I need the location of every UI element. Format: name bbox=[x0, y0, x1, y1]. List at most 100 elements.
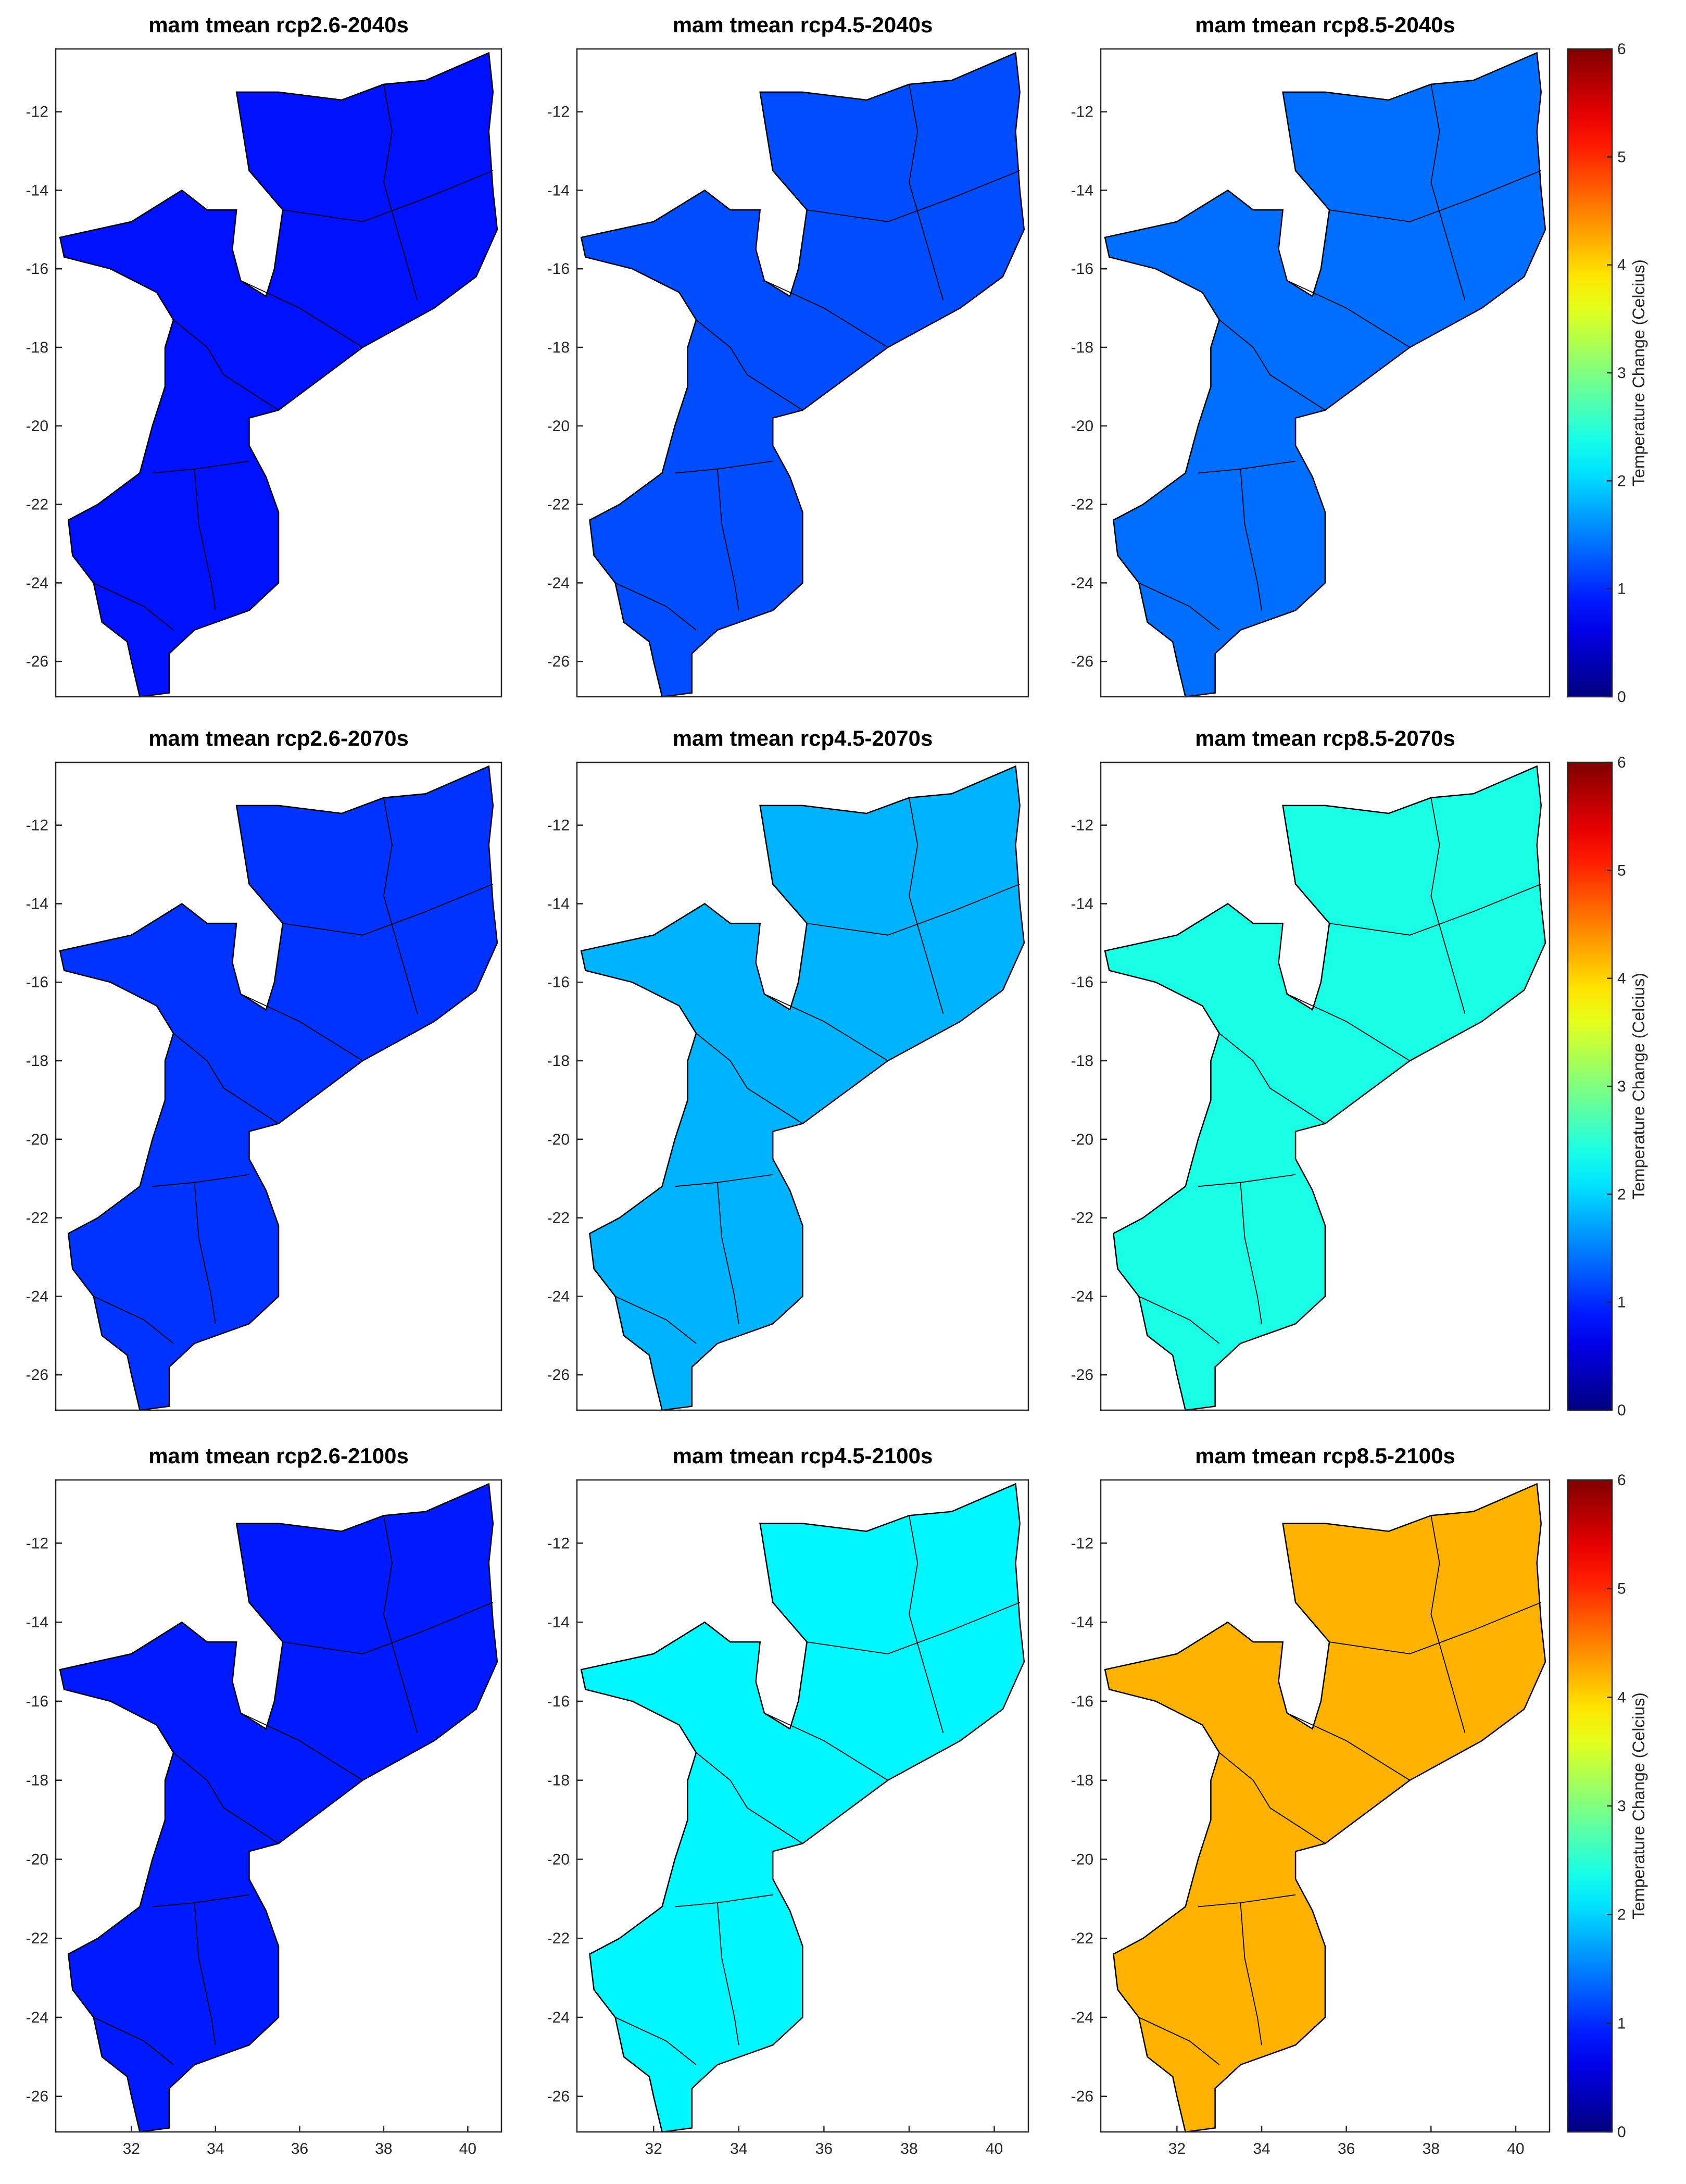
x-tick-label: 32 bbox=[1168, 2140, 1186, 2157]
y-tick-label: -20 bbox=[1071, 1851, 1093, 1868]
panel-title: mam tmean rcp4.5-2100s bbox=[673, 1444, 933, 1468]
y-tick-label: -12 bbox=[26, 104, 48, 121]
country-shape bbox=[580, 52, 1025, 698]
y-tick-label: -16 bbox=[26, 974, 48, 991]
x-tick-label: 32 bbox=[123, 2140, 140, 2157]
y-tick-label: -22 bbox=[547, 1210, 570, 1227]
axes-frame bbox=[576, 761, 1029, 1411]
province-border bbox=[282, 1602, 494, 1654]
x-tick-label: 34 bbox=[207, 2140, 224, 2157]
province-border bbox=[909, 1515, 944, 1733]
province-border bbox=[383, 84, 418, 300]
y-tick-label: -24 bbox=[1071, 2009, 1093, 2026]
colorbar-tick-label: 4 bbox=[1617, 1689, 1626, 1706]
y-tick-label: -12 bbox=[547, 1535, 570, 1552]
x-tick-label: 40 bbox=[986, 2140, 1003, 2157]
x-tick-label: 38 bbox=[900, 2140, 917, 2157]
x-tick-label: 32 bbox=[645, 2140, 662, 2157]
province-border bbox=[909, 797, 944, 1014]
colorbar-tick-label: 4 bbox=[1617, 257, 1626, 274]
y-tick-label: -16 bbox=[1071, 1693, 1093, 1710]
province-border bbox=[1430, 1515, 1466, 1733]
y-tick-label: -22 bbox=[26, 1210, 48, 1227]
province-border bbox=[764, 993, 888, 1061]
colorbar-tick-label: 2 bbox=[1617, 1186, 1626, 1203]
province-border bbox=[173, 319, 279, 411]
y-tick-label: -18 bbox=[547, 1052, 570, 1070]
province-border bbox=[696, 1752, 803, 1844]
province-border bbox=[1138, 582, 1220, 631]
x-tick-label: 38 bbox=[375, 2140, 392, 2157]
y-tick-label: -22 bbox=[26, 1930, 48, 1947]
map-panel: mam tmean rcp2.6-2100s -12 -14 -16 -18 -20 -22… bbox=[26, 1444, 502, 2157]
y-tick-label: -24 bbox=[26, 2009, 48, 2026]
y-tick-label: -26 bbox=[1071, 653, 1093, 670]
y-tick-label: -24 bbox=[547, 574, 570, 592]
panel-title: mam tmean rcp8.5-2070s bbox=[1195, 726, 1455, 750]
province-border bbox=[93, 582, 174, 631]
colorbar-tick-label: 5 bbox=[1617, 862, 1626, 879]
map-panel: mam tmean rcp2.6-2040s -12 -14 -16 -18 -20 -22… bbox=[26, 12, 502, 698]
axes-frame bbox=[55, 48, 502, 698]
x-tick-label: 36 bbox=[1338, 2140, 1355, 2157]
province-border bbox=[717, 1182, 739, 1324]
y-tick-label: -18 bbox=[1071, 339, 1093, 356]
y-tick-label: -18 bbox=[26, 339, 48, 356]
colorbar-tick-label: 0 bbox=[1617, 1402, 1626, 1419]
province-border bbox=[807, 1602, 1020, 1654]
y-tick-label: -18 bbox=[26, 1772, 48, 1789]
y-tick-label: -14 bbox=[547, 895, 570, 912]
province-border bbox=[1430, 797, 1466, 1014]
y-tick-label: -20 bbox=[547, 1851, 570, 1868]
y-tick-label: -22 bbox=[1071, 1210, 1093, 1227]
province-border bbox=[1240, 1182, 1262, 1324]
y-tick-label: -24 bbox=[547, 2009, 570, 2026]
province-border bbox=[807, 170, 1020, 222]
province-border bbox=[1329, 883, 1542, 936]
province-border bbox=[764, 1712, 888, 1781]
province-border bbox=[1219, 1033, 1326, 1124]
y-tick-label: -22 bbox=[26, 496, 48, 513]
y-tick-label: -16 bbox=[26, 1693, 48, 1710]
y-tick-label: -26 bbox=[547, 2088, 570, 2105]
colorbar-tick-label: 3 bbox=[1617, 1078, 1626, 1095]
y-tick-label: -20 bbox=[547, 418, 570, 435]
y-tick-label: -14 bbox=[26, 1614, 48, 1631]
y-tick-label: -14 bbox=[1071, 895, 1093, 912]
axes-frame bbox=[1100, 48, 1551, 698]
axes-frame bbox=[576, 1479, 1029, 2133]
province-border bbox=[194, 1182, 216, 1324]
province-border bbox=[1287, 993, 1411, 1061]
province-border bbox=[1240, 1902, 1262, 2045]
colorbar-tick-label: 2 bbox=[1617, 472, 1626, 489]
y-tick-label: -18 bbox=[1071, 1052, 1093, 1070]
province-border bbox=[173, 1752, 279, 1844]
y-tick-label: -22 bbox=[1071, 496, 1093, 513]
province-border bbox=[194, 469, 216, 611]
y-tick-label: -22 bbox=[547, 496, 570, 513]
country-shape bbox=[59, 52, 498, 698]
province-border bbox=[282, 883, 494, 936]
colorbar-tick-label: 0 bbox=[1617, 2124, 1626, 2141]
y-tick-label: -14 bbox=[26, 182, 48, 199]
colorbar-tick-label: 6 bbox=[1617, 754, 1626, 771]
y-tick-label: -26 bbox=[26, 1366, 48, 1384]
y-tick-label: -18 bbox=[1071, 1772, 1093, 1789]
map-panel: mam tmean rcp4.5-2040s -12 -14 -16 -18 -20 -22… bbox=[547, 12, 1029, 698]
panel-title: mam tmean rcp2.6-2040s bbox=[148, 12, 409, 37]
y-tick-label: -16 bbox=[26, 260, 48, 278]
province-border bbox=[1240, 469, 1262, 611]
colorbar-label: Temperature Change (Celcius) bbox=[1629, 259, 1648, 486]
province-border bbox=[717, 1902, 739, 2045]
y-tick-label: -20 bbox=[547, 1131, 570, 1148]
y-tick-label: -20 bbox=[1071, 1131, 1093, 1148]
y-tick-label: -12 bbox=[26, 817, 48, 834]
y-tick-label: -16 bbox=[1071, 974, 1093, 991]
province-border bbox=[1219, 319, 1326, 411]
country-shape bbox=[580, 1483, 1025, 2133]
map-panel: mam tmean rcp4.5-2070s -12 -14 -16 -18 -20 -22… bbox=[547, 726, 1029, 1411]
province-border bbox=[764, 280, 888, 348]
province-border bbox=[1329, 1602, 1542, 1654]
colorbar-tick-label: 1 bbox=[1617, 2015, 1626, 2032]
